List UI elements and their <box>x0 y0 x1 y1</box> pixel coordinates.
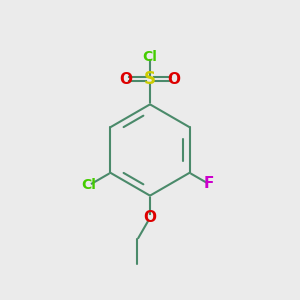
Text: Cl: Cl <box>142 50 158 64</box>
Text: O: O <box>143 210 157 225</box>
Text: F: F <box>203 176 214 191</box>
Text: O: O <box>168 72 181 87</box>
Text: Cl: Cl <box>81 178 96 192</box>
Text: S: S <box>144 70 156 88</box>
Text: O: O <box>119 72 132 87</box>
